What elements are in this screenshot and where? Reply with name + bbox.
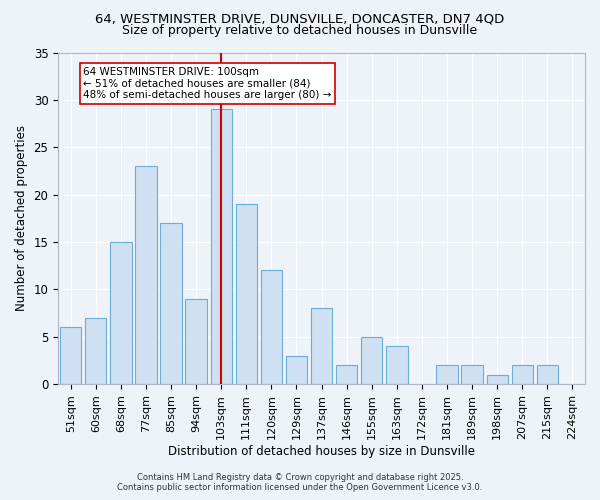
- Bar: [311, 308, 332, 384]
- Bar: [436, 365, 458, 384]
- Bar: [185, 299, 207, 384]
- X-axis label: Distribution of detached houses by size in Dunsville: Distribution of detached houses by size …: [168, 444, 475, 458]
- Bar: [512, 365, 533, 384]
- Bar: [336, 365, 358, 384]
- Bar: [135, 166, 157, 384]
- Bar: [110, 242, 131, 384]
- Text: 64, WESTMINSTER DRIVE, DUNSVILLE, DONCASTER, DN7 4QD: 64, WESTMINSTER DRIVE, DUNSVILLE, DONCAS…: [95, 12, 505, 26]
- Bar: [85, 318, 106, 384]
- Text: Size of property relative to detached houses in Dunsville: Size of property relative to detached ho…: [122, 24, 478, 37]
- Text: 64 WESTMINSTER DRIVE: 100sqm
← 51% of detached houses are smaller (84)
48% of se: 64 WESTMINSTER DRIVE: 100sqm ← 51% of de…: [83, 66, 332, 100]
- Bar: [487, 374, 508, 384]
- Bar: [537, 365, 558, 384]
- Bar: [261, 270, 282, 384]
- Y-axis label: Number of detached properties: Number of detached properties: [15, 126, 28, 312]
- Bar: [160, 223, 182, 384]
- Bar: [386, 346, 407, 384]
- Text: Contains HM Land Registry data © Crown copyright and database right 2025.
Contai: Contains HM Land Registry data © Crown c…: [118, 473, 482, 492]
- Bar: [461, 365, 483, 384]
- Bar: [361, 336, 382, 384]
- Bar: [60, 328, 82, 384]
- Bar: [211, 110, 232, 384]
- Bar: [286, 356, 307, 384]
- Bar: [236, 204, 257, 384]
